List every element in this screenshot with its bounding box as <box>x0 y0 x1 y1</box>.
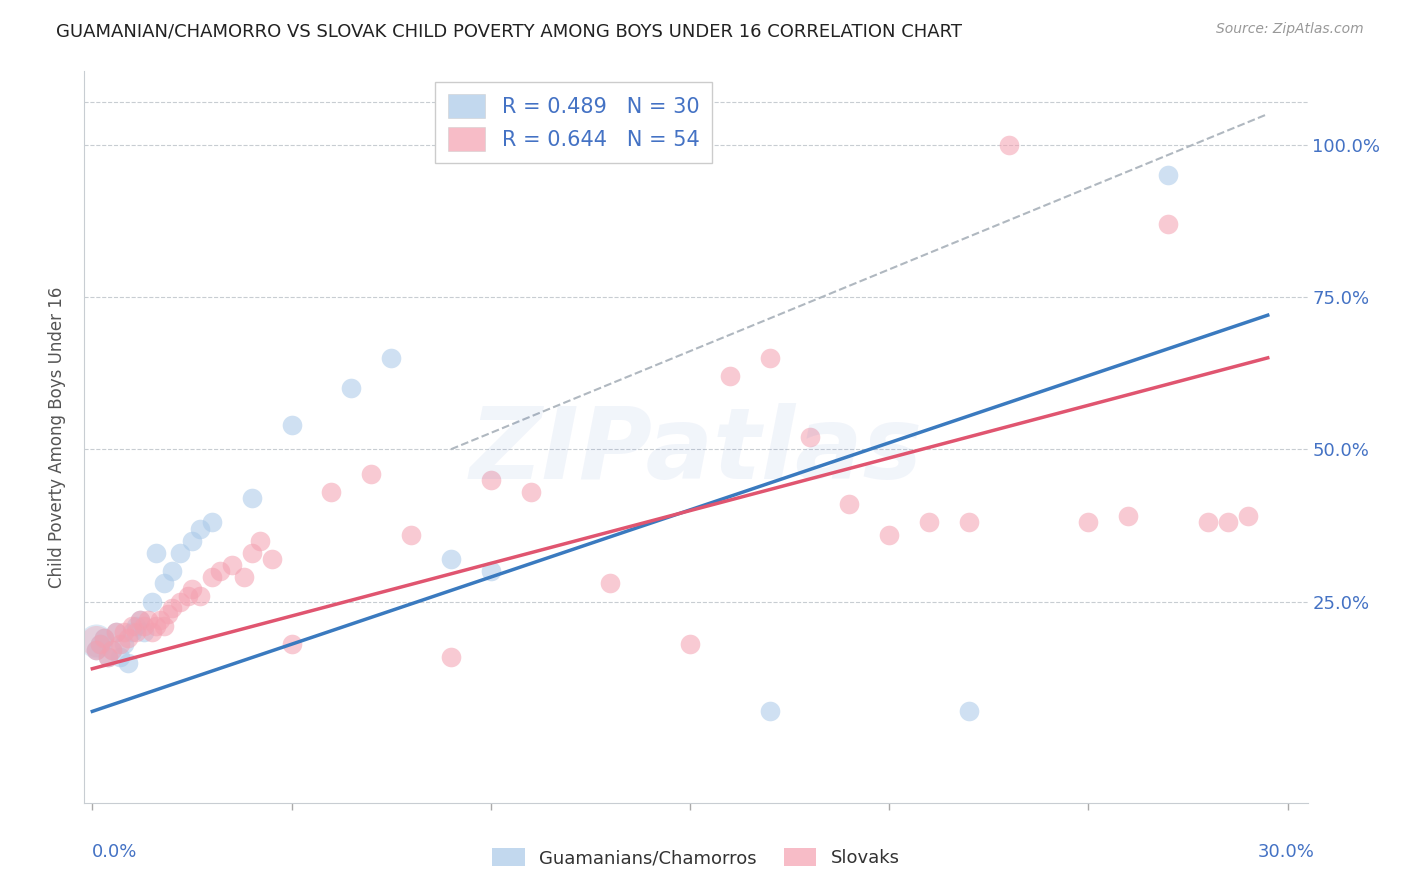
Y-axis label: Child Poverty Among Boys Under 16: Child Poverty Among Boys Under 16 <box>48 286 66 588</box>
Point <box>153 619 176 633</box>
Point <box>280 417 302 432</box>
Point <box>89 637 111 651</box>
Point <box>169 546 191 560</box>
Point <box>136 613 159 627</box>
Point <box>1077 516 1099 530</box>
Text: Source: ZipAtlas.com: Source: ZipAtlas.com <box>1216 22 1364 37</box>
Point <box>957 516 980 530</box>
Point <box>188 521 211 535</box>
Point <box>101 643 124 657</box>
Point <box>249 533 271 548</box>
Point <box>877 527 900 541</box>
Point <box>232 570 254 584</box>
Point <box>1197 516 1219 530</box>
Point <box>838 497 860 511</box>
Point <box>221 558 243 573</box>
Point <box>112 625 135 640</box>
Point <box>110 637 132 651</box>
Point <box>86 634 108 648</box>
Point <box>201 570 224 584</box>
Point <box>153 576 176 591</box>
Point <box>86 643 108 657</box>
Point <box>340 381 363 395</box>
Point <box>181 582 204 597</box>
Point <box>97 649 120 664</box>
Point <box>1236 509 1258 524</box>
Point <box>280 637 302 651</box>
Point <box>1157 217 1180 231</box>
Point <box>112 637 135 651</box>
Point <box>799 430 821 444</box>
Point <box>129 613 152 627</box>
Point <box>918 516 941 530</box>
Point <box>157 607 180 621</box>
Point <box>440 552 463 566</box>
Point <box>105 625 128 640</box>
Point <box>1216 516 1239 530</box>
Point <box>110 649 132 664</box>
Point <box>360 467 382 481</box>
Point <box>117 656 139 670</box>
Point <box>260 552 283 566</box>
Point <box>321 485 343 500</box>
Point <box>93 632 115 646</box>
Point <box>145 546 167 560</box>
Point <box>479 564 502 578</box>
Point <box>129 613 152 627</box>
Point <box>141 625 163 640</box>
Point <box>101 643 124 657</box>
Point <box>86 643 108 657</box>
Point <box>201 516 224 530</box>
Point <box>479 473 502 487</box>
Point <box>997 137 1019 152</box>
Point <box>93 632 115 646</box>
Point <box>86 634 108 648</box>
Point <box>440 649 463 664</box>
Text: 0.0%: 0.0% <box>91 843 136 861</box>
Point <box>177 589 200 603</box>
Point <box>121 619 143 633</box>
Point <box>399 527 422 541</box>
Point <box>1116 509 1139 524</box>
Point <box>957 705 980 719</box>
Point <box>160 564 183 578</box>
Point <box>134 619 156 633</box>
Point <box>758 351 780 365</box>
Point <box>758 705 780 719</box>
Text: 30.0%: 30.0% <box>1258 843 1315 861</box>
Point <box>188 589 211 603</box>
Point <box>89 637 111 651</box>
Legend: Guamanians/Chamorros, Slovaks: Guamanians/Chamorros, Slovaks <box>485 840 907 874</box>
Point <box>149 613 172 627</box>
Point <box>679 637 702 651</box>
Point <box>1157 168 1180 182</box>
Text: ZIPatlas: ZIPatlas <box>470 403 922 500</box>
Point <box>519 485 541 500</box>
Point <box>134 625 156 640</box>
Point <box>169 594 191 608</box>
Point <box>125 619 148 633</box>
Point <box>97 649 120 664</box>
Text: GUAMANIAN/CHAMORRO VS SLOVAK CHILD POVERTY AMONG BOYS UNDER 16 CORRELATION CHART: GUAMANIAN/CHAMORRO VS SLOVAK CHILD POVER… <box>56 22 962 40</box>
Point <box>117 632 139 646</box>
Point <box>121 625 143 640</box>
Point <box>208 564 231 578</box>
Point <box>105 625 128 640</box>
Point <box>599 576 621 591</box>
Point <box>718 369 741 384</box>
Point <box>141 594 163 608</box>
Point <box>240 491 263 505</box>
Point <box>380 351 402 365</box>
Point <box>145 619 167 633</box>
Point <box>181 533 204 548</box>
Point <box>240 546 263 560</box>
Point <box>160 600 183 615</box>
Point <box>125 625 148 640</box>
